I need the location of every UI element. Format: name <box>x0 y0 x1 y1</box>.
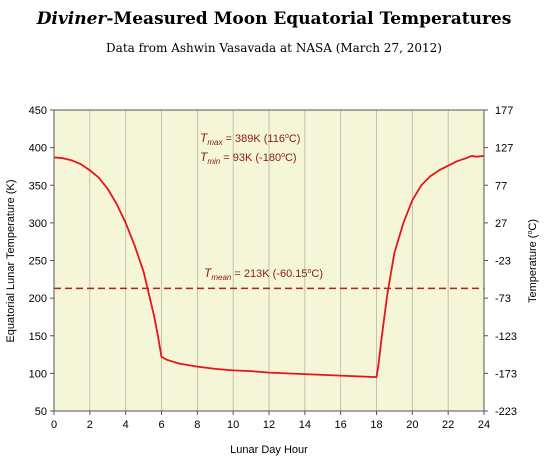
tmean-degree: o <box>308 268 312 275</box>
x-tick-label: 20 <box>406 419 418 431</box>
chart-title-italic: Diviner <box>36 9 108 29</box>
x-tick-label: 24 <box>478 419 490 431</box>
x-tick-label: 14 <box>299 419 311 431</box>
tmin-subscript: min <box>207 157 220 166</box>
y-axis-ticks: 50 100 150 200 250 300 350 400 450 <box>29 105 54 418</box>
y2-tick-label: -123 <box>495 331 517 343</box>
y-tick-label: 250 <box>29 256 47 268</box>
y-tick-label: 350 <box>29 180 47 192</box>
x-axis-label: Lunar Day Hour <box>230 444 308 456</box>
x-tick-label: 8 <box>194 419 200 431</box>
y-tick-label: 100 <box>29 368 47 380</box>
chart-title-rest: -Measured Moon Equatorial Temperatures <box>106 9 511 29</box>
y2-axis-label-degree: o <box>527 231 534 235</box>
tmean-annotation: Tmean = 213K (-60.15oC) <box>204 266 323 282</box>
tmean-symbol: T <box>204 266 213 280</box>
y2-tick-label: 127 <box>495 143 513 155</box>
x-tick-label: 4 <box>123 419 129 431</box>
tmax-unit: C) <box>289 133 301 145</box>
chart-subtitle: Data from Ashwin Vasavada at NASA (March… <box>106 41 442 55</box>
y-axis-label: Equatorial Lunar Temperature (K) <box>5 179 17 342</box>
y2-tick-label: -223 <box>495 406 517 418</box>
tmin-unit: C) <box>285 152 297 164</box>
tmean-subscript: mean <box>211 273 232 282</box>
tmean-value: = 213K (-60.15 <box>231 268 307 280</box>
y2-axis-ticks: -223 -173 -123 -73 -23 27 77 127 177 <box>484 105 517 418</box>
y2-tick-label: 27 <box>495 218 507 230</box>
tmin-value: = 93K (-180 <box>220 152 281 164</box>
y2-tick-label: -173 <box>495 368 517 380</box>
tmin-symbol: T <box>200 150 209 164</box>
tmax-symbol: T <box>200 131 209 145</box>
tmean-unit: C) <box>311 268 323 280</box>
y2-axis-label-suffix: C) <box>527 219 539 231</box>
x-tick-label: 12 <box>263 419 275 431</box>
y2-axis-label-prefix: Temperature ( <box>527 234 539 303</box>
x-tick-label: 6 <box>158 419 164 431</box>
temperature-series-line <box>53 155 485 378</box>
tmax-annotation: Tmax = 389K (116oC) <box>200 131 300 147</box>
y-tick-label: 450 <box>29 105 47 117</box>
tmax-degree: o <box>285 133 289 140</box>
y2-tick-label: 177 <box>495 105 513 117</box>
x-tick-label: 22 <box>442 419 454 431</box>
grid-lines <box>89 110 449 411</box>
y-tick-label: 200 <box>29 293 47 305</box>
y2-tick-label: 77 <box>495 180 507 192</box>
tmin-degree: o <box>281 152 285 159</box>
x-tick-label: 10 <box>227 419 239 431</box>
x-tick-label: 2 <box>87 419 93 431</box>
y2-tick-label: -23 <box>495 256 511 268</box>
tmax-value: = 389K (116 <box>222 133 284 145</box>
x-axis-ticks: 0 2 4 6 8 10 12 14 16 18 20 22 24 <box>51 411 490 431</box>
x-tick-label: 16 <box>335 419 347 431</box>
tmin-annotation: Tmin = 93K (-180oC) <box>200 150 297 166</box>
y-tick-label: 50 <box>35 406 47 418</box>
y-tick-label: 300 <box>29 218 47 230</box>
y-tick-label: 150 <box>29 331 47 343</box>
tmax-subscript: max <box>207 138 223 147</box>
x-tick-label: 18 <box>370 419 382 431</box>
y-tick-label: 400 <box>29 143 47 155</box>
x-tick-label: 0 <box>51 419 57 431</box>
chart-title: Diviner-Measured Moon Equatorial Tempera… <box>36 9 512 29</box>
y2-tick-label: -73 <box>495 293 511 305</box>
y2-axis-label: Temperature (oC) <box>527 219 539 303</box>
